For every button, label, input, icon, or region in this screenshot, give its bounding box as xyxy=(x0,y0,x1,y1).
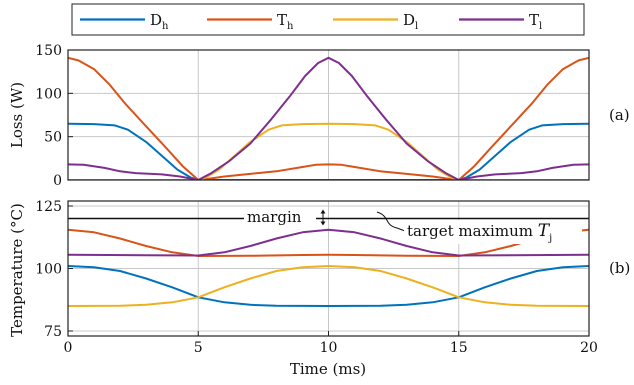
y-ticks-a: 0 50 100 150 xyxy=(35,43,73,189)
series-a xyxy=(68,56,589,180)
y-tick-label-b-0: 75 xyxy=(44,324,62,340)
legend-label-base-2: D xyxy=(403,11,415,29)
margin-arrow-up-icon xyxy=(320,209,326,214)
y-tick-label-b-1: 100 xyxy=(35,262,62,278)
legend-label-2: Dl xyxy=(403,11,418,32)
legend-label-0: Dh xyxy=(150,11,169,32)
series-line-b-dh xyxy=(68,265,589,307)
legend-label-sub-0: h xyxy=(162,21,169,32)
series-line-b-tl xyxy=(68,228,589,257)
legend-label-3: Tl xyxy=(529,11,542,32)
margin-arrow-down-icon xyxy=(320,221,326,226)
target-label-var: T xyxy=(538,221,551,241)
series-line-a-dl xyxy=(68,122,589,180)
series-line-a-tl xyxy=(68,56,589,180)
y-tick-label-a-2: 100 xyxy=(35,86,62,102)
x-axis-label: Time (ms) xyxy=(290,360,366,378)
legend-label-sub-1: h xyxy=(287,21,294,32)
x-tick-label-4: 20 xyxy=(580,340,598,356)
grid-a xyxy=(68,50,589,180)
legend-label-base-3: T xyxy=(529,11,539,29)
legend-label-1: Th xyxy=(277,11,294,32)
y-tick-label-a-1: 50 xyxy=(44,130,62,146)
legend-label-base-0: D xyxy=(150,11,162,29)
panel-label-b: (b) xyxy=(609,259,630,277)
target-leader-line xyxy=(376,211,406,232)
axes-frame-a xyxy=(67,49,590,181)
y-axis-label-a: Loss (W) xyxy=(8,82,26,148)
y-tick-label-a-0: 0 xyxy=(53,173,62,189)
series-line-a-th xyxy=(68,56,589,180)
target-annotation: target maximum Tj xyxy=(376,211,582,244)
target-label-text: target maximum xyxy=(407,222,538,240)
panel-label-a: (a) xyxy=(609,106,630,124)
y-tick-label-a-3: 150 xyxy=(35,43,62,59)
x-tick-label-1: 5 xyxy=(194,340,203,356)
y-tick-label-b-2: 125 xyxy=(35,199,62,215)
margin-annotation: margin xyxy=(244,207,326,226)
y-axis-label-b: Temperature (°C) xyxy=(8,203,26,337)
series-line-a-dh xyxy=(68,122,589,180)
legend-label-sub-2: l xyxy=(415,21,418,32)
panel-b: 75 100 125 0 5 10 15 20 Temperature (°C) Time … xyxy=(8,199,630,378)
legend: Dh Th Dl Tl xyxy=(71,3,585,36)
target-label-sub: j xyxy=(548,233,552,244)
x-tick-label-2: 10 xyxy=(320,340,338,356)
panel-a: 0 50 100 150 Loss (W) (a) xyxy=(8,43,630,189)
x-tick-label-3: 15 xyxy=(450,340,468,356)
margin-label-bg xyxy=(244,207,316,226)
y-ticks-b: 75 100 125 xyxy=(35,199,73,340)
legend-label-sub-3: l xyxy=(539,21,542,32)
margin-label: margin xyxy=(247,208,302,226)
grid-b xyxy=(68,201,589,336)
series-line-b-dl xyxy=(68,265,589,307)
x-tick-label-0: 0 xyxy=(64,340,73,356)
target-label-bg xyxy=(404,220,582,244)
legend-label-base-1: T xyxy=(277,11,287,29)
target-label: target maximum Tj xyxy=(407,221,552,244)
x-ticks-b: 0 5 10 15 20 xyxy=(64,331,598,356)
